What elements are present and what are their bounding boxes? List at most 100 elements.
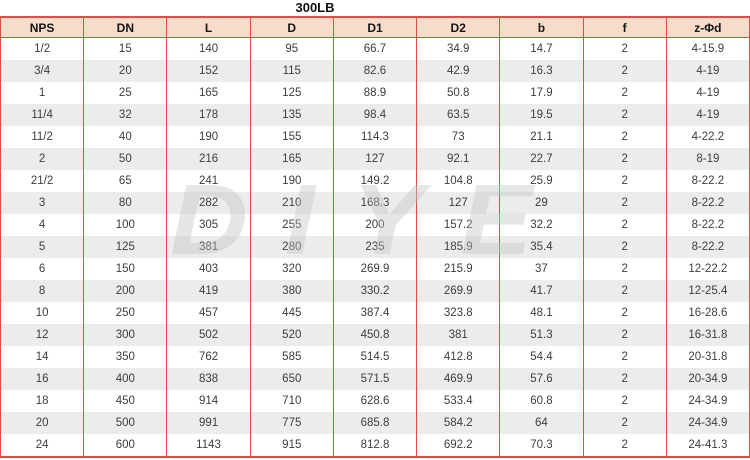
table-cell: 80 [83,192,168,214]
table-row: 10 250 457 445 387.4 323.8 48.1 2 16-28.6 [0,302,750,324]
column-header-d1: D1 [332,16,418,38]
table-cell: 140 [166,37,251,60]
table-cell: 200 [332,214,418,236]
table-cell: 280 [249,236,334,258]
table-cell: 215.9 [416,258,501,280]
table-cell: 37 [499,258,584,280]
table-row: 3 80 282 210 168.3 127 29 2 8-22.2 [0,192,750,214]
table-cell: 50 [83,148,168,170]
table-cell: 149.2 [332,170,418,192]
table-cell: 2 [582,368,667,390]
table-cell: 35.4 [499,236,584,258]
table-row: 20 500 991 775 685.8 584.2 64 2 24-34.9 [0,412,750,434]
table-cell: 381 [166,236,251,258]
table-cell: 21/2 [0,170,85,192]
table-cell: 305 [166,214,251,236]
table-cell: 152 [166,60,251,82]
table-cell: 585 [249,346,334,368]
table-cell: 2 [582,280,667,302]
table-cell: 914 [166,390,251,412]
column-header-d: D [249,16,334,38]
table-cell: 4-19 [665,60,750,82]
table-cell: 685.8 [332,412,418,434]
table-cell: 8 [0,280,85,302]
table-cell: 12-25.4 [665,280,750,302]
table-cell: 190 [166,126,251,148]
table-cell: 125 [249,82,334,104]
table-title: 300LB [295,0,335,15]
column-header-z-d: z-Φd [665,16,750,38]
table-row: 1 25 165 125 88.9 50.8 17.9 2 4-19 [0,82,750,104]
table-cell: 387.4 [332,302,418,324]
table-cell: 19.5 [499,104,584,126]
table-cell: 2 [0,148,85,170]
table-cell: 24-41.3 [665,434,750,457]
table-cell: 24-34.9 [665,412,750,434]
table-cell: 2 [582,302,667,324]
table-cell: 20 [0,412,85,434]
table-cell: 114.3 [332,126,418,148]
table-cell: 16.3 [499,60,584,82]
table-cell: 11/2 [0,126,85,148]
table-row: 12 300 502 520 450.8 381 51.3 2 16-31.8 [0,324,750,346]
table-cell: 838 [166,368,251,390]
table-cell: 3 [0,192,85,214]
table-row: 11/4 32 178 135 98.4 63.5 19.5 2 4-19 [0,104,750,126]
table-cell: 250 [83,302,168,324]
table-cell: 92.1 [416,148,501,170]
table-cell: 200 [83,280,168,302]
table-cell: 24 [0,434,85,457]
table-cell: 21.1 [499,126,584,148]
table-cell: 571.5 [332,368,418,390]
table-cell: 282 [166,192,251,214]
table-cell: 445 [249,302,334,324]
table-cell: 115 [249,60,334,82]
table-cell: 450.8 [332,324,418,346]
table-cell: 4-19 [665,82,750,104]
table-cell: 323.8 [416,302,501,324]
table-cell: 51.3 [499,324,584,346]
table-cell: 514.5 [332,346,418,368]
table-cell: 775 [249,412,334,434]
table-cell: 127 [416,192,501,214]
table-cell: 40 [83,126,168,148]
table-cell: 16 [0,368,85,390]
table-cell: 125 [83,236,168,258]
table-cell: 2 [582,390,667,412]
table-cell: 650 [249,368,334,390]
table-cell: 692.2 [416,434,501,457]
table-cell: 320 [249,258,334,280]
table-cell: 157.2 [416,214,501,236]
column-header-b: b [499,16,584,38]
table-cell: 2 [582,192,667,214]
table-cell: 24-34.9 [665,390,750,412]
table-row: 1/2 15 140 95 66.7 34.9 14.7 2 4-15.9 [0,37,750,60]
table-cell: 8-22.2 [665,214,750,236]
table-cell: 2 [582,170,667,192]
table-cell: 216 [166,148,251,170]
table-cell: 8-22.2 [665,236,750,258]
table-cell: 450 [83,390,168,412]
table-cell: 15 [83,37,168,60]
table-cell: 168.3 [332,192,418,214]
table-cell: 2 [582,258,667,280]
table-cell: 18 [0,390,85,412]
table-cell: 60.8 [499,390,584,412]
table-cell: 381 [416,324,501,346]
column-header-l: L [166,16,251,38]
table-cell: 1143 [166,434,251,457]
table-cell: 54.4 [499,346,584,368]
table-cell: 70.3 [499,434,584,457]
table-cell: 600 [83,434,168,457]
table-cell: 190 [249,170,334,192]
table-cell: 628.6 [332,390,418,412]
table-cell: 10 [0,302,85,324]
table-cell: 11/4 [0,104,85,126]
table-cell: 1/2 [0,37,85,60]
table-cell: 20-34.9 [665,368,750,390]
table-cell: 403 [166,258,251,280]
table-cell: 584.2 [416,412,501,434]
table-cell: 469.9 [416,368,501,390]
table-cell: 25 [83,82,168,104]
